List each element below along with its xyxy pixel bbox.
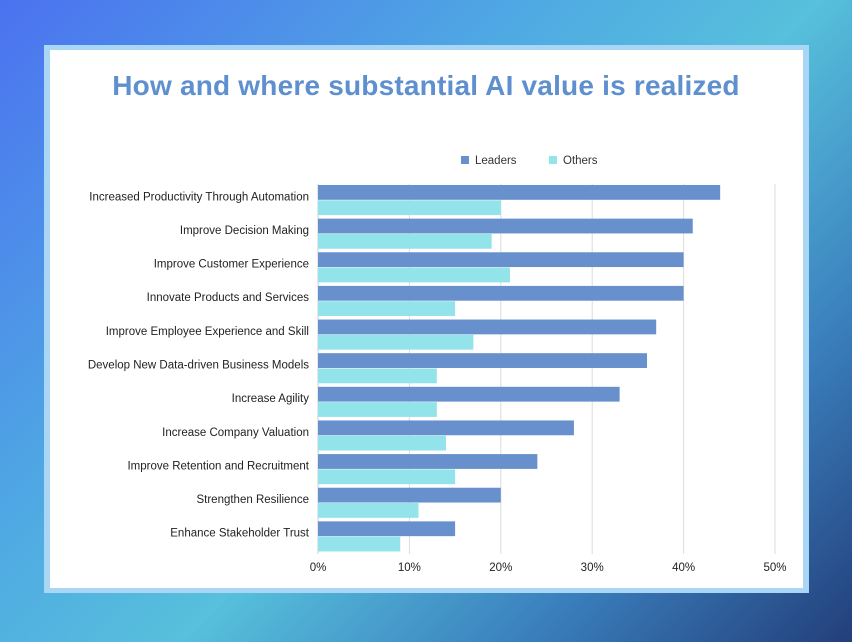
category-label: Improve Decision Making — [180, 225, 309, 237]
x-tick-label: 40% — [672, 562, 695, 574]
category-label: Develop New Data-driven Business Models — [88, 360, 309, 372]
legend-swatch — [461, 156, 469, 164]
category-label: Increase Agility — [232, 393, 310, 405]
bar-leaders — [318, 252, 684, 268]
category-label: Improve Employee Experience and Skill — [106, 326, 309, 338]
category-labels: Increased Productivity Through Automatio… — [88, 191, 310, 539]
bar-leaders — [318, 454, 538, 469]
bar-others — [318, 200, 501, 216]
legend-swatch — [549, 156, 557, 164]
bar-leaders — [318, 386, 620, 402]
x-tick-label: 50% — [763, 562, 786, 574]
bars — [318, 185, 721, 552]
bar-others — [318, 469, 456, 485]
category-label: Improve Customer Experience — [154, 259, 309, 271]
x-tick-label: 10% — [398, 562, 421, 574]
category-label: Improve Retention and Recruitment — [127, 460, 309, 472]
bar-leaders — [318, 319, 657, 335]
x-tick-label: 20% — [489, 562, 512, 574]
category-label: Enhance Stakeholder Trust — [170, 528, 310, 540]
bar-others — [318, 402, 437, 417]
x-tick-labels: 0% 10% 20% 30% 40% 50% — [310, 562, 787, 574]
bar-others — [318, 233, 492, 249]
x-tick-label: 30% — [581, 562, 604, 574]
bar-others — [318, 267, 510, 283]
bar-leaders — [318, 185, 721, 200]
bar-leaders — [318, 353, 648, 368]
bar-others — [318, 536, 401, 552]
legend: Leaders Others — [461, 155, 598, 167]
category-label: Increased Productivity Through Automatio… — [89, 191, 309, 203]
bar-leaders — [318, 285, 684, 301]
bar-others — [318, 503, 419, 518]
bar-others — [318, 334, 474, 350]
category-label: Increase Company Valuation — [162, 427, 309, 439]
category-label: Strengthen Resilience — [196, 494, 309, 506]
bar-others — [318, 368, 437, 384]
bar-leaders — [318, 420, 574, 436]
chart-title: How and where substantial AI value is re… — [112, 70, 740, 101]
bar-others — [318, 301, 456, 317]
x-tick-label: 0% — [310, 562, 327, 574]
legend-label: Leaders — [475, 155, 517, 167]
bar-leaders — [318, 487, 501, 503]
bar-leaders — [318, 521, 456, 537]
legend-label: Others — [563, 155, 598, 167]
bar-leaders — [318, 218, 693, 234]
category-label: Innovate Products and Services — [147, 292, 310, 304]
bar-others — [318, 435, 446, 451]
